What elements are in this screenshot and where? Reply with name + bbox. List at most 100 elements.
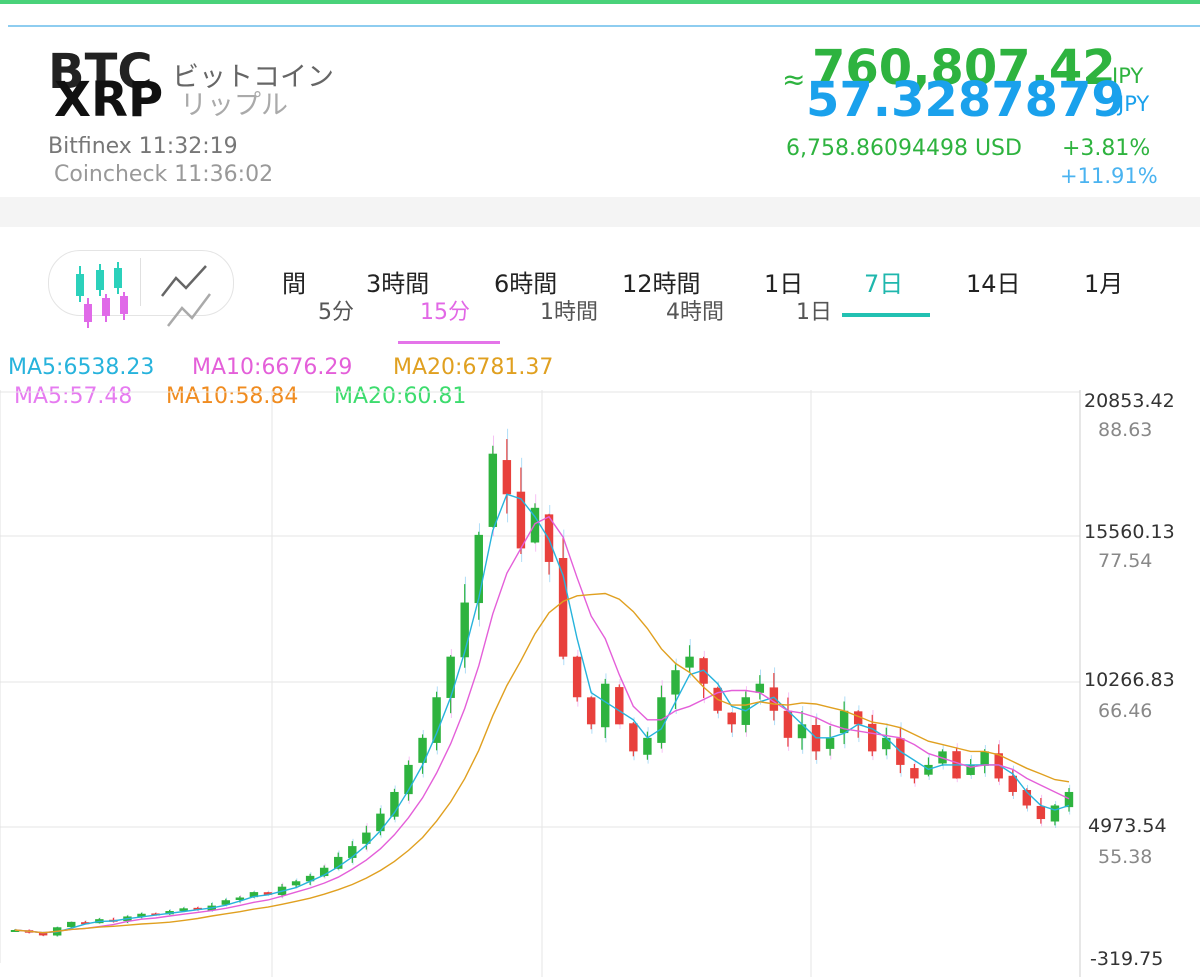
btc-candle-body — [853, 711, 863, 725]
ma-lines — [14, 493, 1070, 934]
candlestick-icon[interactable] — [70, 260, 130, 330]
tab-row1-3[interactable]: 12時間 — [622, 270, 701, 298]
line-chart-icon[interactable] — [158, 262, 218, 332]
btc-candle-body — [10, 929, 20, 932]
btc-candle-body — [81, 922, 90, 925]
btc-candle-body — [67, 921, 76, 928]
btc-candle-body — [839, 710, 849, 734]
xrp-candles — [15, 428, 1071, 937]
btc-candle-body — [446, 656, 455, 698]
btc-candle-body — [910, 768, 919, 779]
xrp-symbol: XRP — [54, 72, 164, 128]
y-label-btc-1: 15560.13 — [1084, 521, 1175, 543]
chart-grid — [0, 390, 1081, 977]
btc-candle-body — [966, 764, 975, 775]
btc-candle-body — [601, 683, 610, 728]
btc-candle-body — [488, 453, 498, 527]
y-label-btc-4: -319.75 — [1090, 948, 1164, 970]
btc-exchange-time: Bitfinex 11:32:19 — [48, 134, 238, 159]
ma5-xrp-legend: MA5:57.48 — [14, 384, 133, 409]
tab-row2-0[interactable]: 5分 — [318, 300, 354, 325]
y-label-btc-3: 4973.54 — [1088, 815, 1167, 837]
ma20-xrp-legend: MA20:60.81 — [334, 384, 467, 409]
btc-candle-body — [235, 897, 245, 900]
btc-candle-body — [137, 913, 146, 917]
btc-candle-body — [38, 933, 48, 936]
btc-candle-body — [615, 687, 624, 725]
btc-candle-body — [193, 907, 202, 910]
ma10-line — [14, 515, 1070, 934]
ma10-xrp-legend: MA10:58.84 — [166, 384, 299, 409]
y-label-xrp-0: 88.63 — [1098, 419, 1153, 441]
btc-candle-body — [643, 737, 652, 755]
tab-row1-1[interactable]: 3時間 — [366, 270, 430, 298]
tab-row1-7[interactable]: 1月 — [1084, 270, 1124, 298]
btc-candle-body — [305, 875, 315, 882]
tab-row1-0[interactable]: 間 — [282, 270, 306, 298]
ma5-btc-legend: MA5:6538.23 — [8, 355, 155, 380]
ma10-btc-legend: MA10:6676.29 — [192, 355, 353, 380]
tab-row2-1-active[interactable]: 15分 — [420, 300, 470, 325]
btc-candle-body — [362, 832, 371, 844]
btc-candle-body — [882, 737, 891, 750]
xrp-price-unit: JPY — [1118, 92, 1150, 116]
tab-row1-4[interactable]: 1日 — [764, 270, 804, 298]
btc-symbol: BTC — [48, 44, 153, 100]
btc-change: +3.81% — [1062, 136, 1151, 161]
btc-price: 760,807.42 — [812, 40, 1116, 96]
tab-row2-3[interactable]: 4時間 — [666, 300, 724, 325]
tab-row1-2[interactable]: 6時間 — [494, 270, 558, 298]
btc-candle-body — [685, 656, 694, 668]
btc-candle-body — [249, 892, 259, 898]
btc-candle-body — [727, 712, 736, 725]
btc-candle-body — [390, 791, 399, 817]
btc-candle-body — [1050, 805, 1060, 822]
header-divider-band — [0, 197, 1200, 227]
btc-usd-price: 6,758.86094498 USD — [786, 136, 1022, 161]
btc-candle-body — [572, 656, 582, 698]
btc-candle-body — [221, 900, 231, 905]
approx-sign: ≈ — [782, 63, 806, 96]
btc-candle-body — [783, 710, 793, 738]
btc-candle-body — [348, 846, 357, 858]
toggle-separator — [140, 258, 141, 306]
btc-candle-body — [586, 697, 596, 725]
btc-candle-body — [179, 908, 188, 911]
xrp-exchange-time: Coincheck 11:36:02 — [54, 162, 274, 187]
price-header — [0, 27, 1200, 197]
btc-candle-body — [319, 867, 329, 877]
candlestick-chart[interactable] — [0, 380, 1200, 977]
btc-candle-body — [263, 892, 273, 895]
btc-candle-body — [980, 751, 989, 766]
y-label-xrp-3: 55.38 — [1098, 846, 1153, 868]
ma20-btc-legend: MA20:6781.37 — [393, 355, 554, 380]
btc-candle-body — [530, 507, 540, 543]
btc-candle-body — [502, 460, 512, 495]
btc-candle-body — [994, 753, 1003, 779]
tab-row2-2[interactable]: 1時間 — [540, 300, 598, 325]
tab-row1-6[interactable]: 14日 — [966, 270, 1021, 298]
btc-candle-body — [516, 491, 526, 549]
btc-candle-body — [418, 737, 427, 763]
y-label-xrp-1: 77.54 — [1098, 550, 1153, 572]
btc-candle-body — [474, 534, 483, 604]
btc-candle-body — [1064, 791, 1074, 808]
ma20-line — [14, 592, 1070, 934]
y-label-btc-2: 10266.83 — [1084, 669, 1175, 691]
tab-row2-4[interactable]: 1日 — [796, 300, 832, 325]
btc-candle-body — [376, 813, 385, 832]
btc-candle-body — [1022, 790, 1032, 806]
tab-row1-5-active[interactable]: 7日 — [864, 270, 904, 298]
xrp-accent-line — [8, 25, 1200, 27]
btc-candle-body — [629, 723, 638, 752]
btc-price-unit: JPY — [1112, 64, 1144, 88]
active-tab-underline-row2 — [398, 341, 500, 344]
btc-candle-body — [1008, 775, 1017, 792]
btc-candle-body — [291, 881, 301, 886]
active-tab-underline-row1 — [842, 313, 930, 317]
xrp-change: +11.91% — [1060, 164, 1158, 188]
btc-candle-body — [868, 723, 877, 752]
y-label-btc-0: 20853.42 — [1084, 390, 1175, 412]
btc-name: ビットコイン — [172, 62, 334, 93]
btc-candle-body — [825, 737, 835, 749]
